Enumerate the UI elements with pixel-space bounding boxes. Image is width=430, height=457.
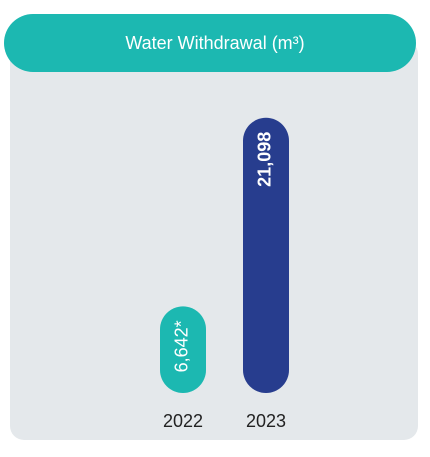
x-tick-label: 2023 [246,411,286,431]
value-label: 6,642* [172,320,192,372]
title-pill [4,14,416,72]
bar [160,306,206,393]
chart-title: Water Withdrawal (m³) [125,33,304,53]
bar [243,117,289,393]
value-label: 21,098 [255,132,275,187]
panel [10,40,418,440]
x-tick-label: 2022 [163,411,203,431]
